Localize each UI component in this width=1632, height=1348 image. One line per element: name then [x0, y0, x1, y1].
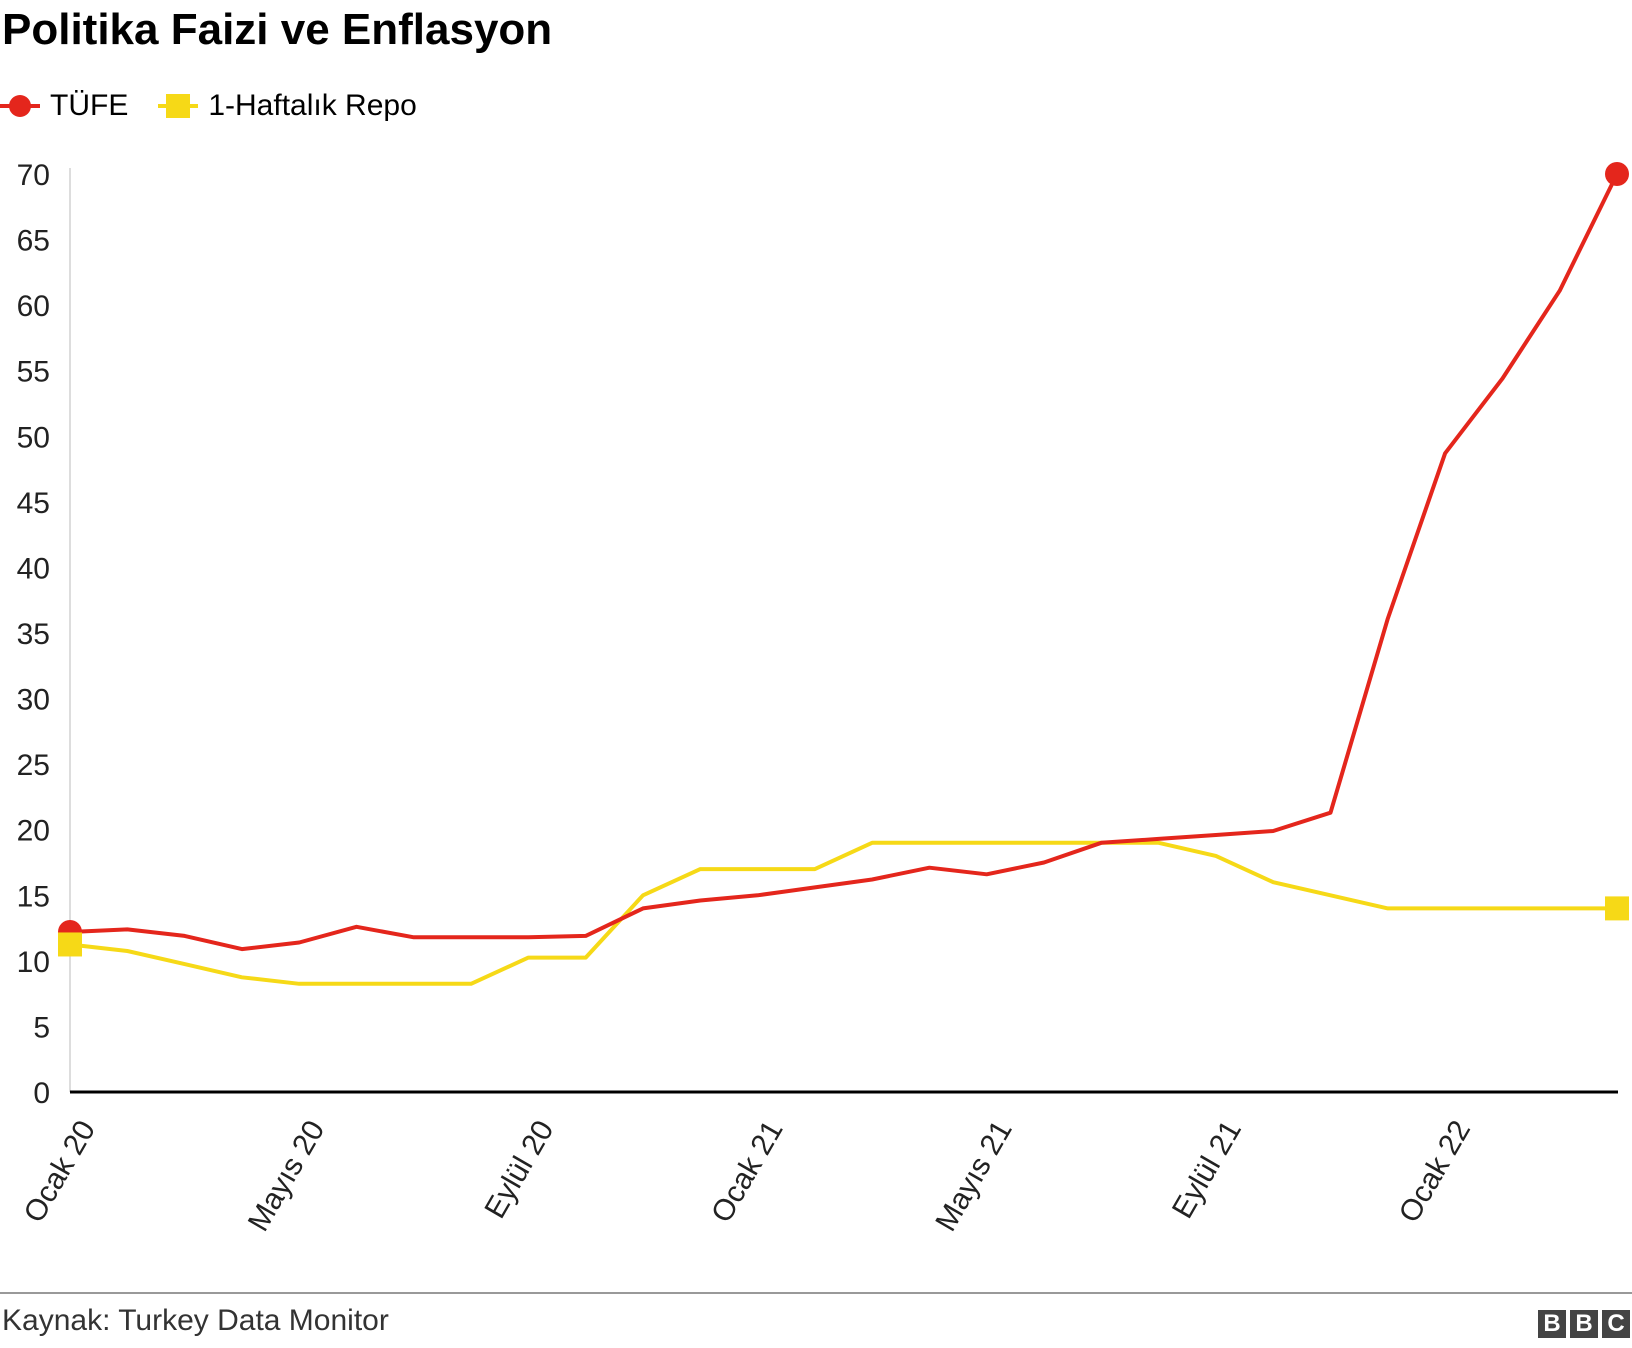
bbc-logo-letter: B: [1570, 1310, 1598, 1338]
data-point-tufe: [1605, 162, 1629, 186]
data-point-repo: [58, 932, 82, 957]
y-tick-label: 5: [33, 1011, 50, 1044]
legend-item-tufe: TÜFE: [0, 89, 128, 123]
legend: TÜFE 1-Haftalık Repo: [0, 86, 447, 126]
x-tick-label: Eylül 21: [1166, 1115, 1248, 1224]
bbc-logo-letter: C: [1602, 1310, 1630, 1338]
series-line-tufe: [68, 172, 1619, 952]
x-tick-label: Eylül 20: [478, 1115, 560, 1224]
legend-marker-circle-icon: [0, 95, 40, 117]
y-tick-label: 20: [17, 815, 50, 848]
y-tick-label: 50: [17, 421, 50, 454]
y-tick-label: 0: [33, 1077, 50, 1110]
y-tick-label: 65: [17, 225, 50, 258]
y-tick-label: 10: [17, 946, 50, 979]
legend-label-tufe: TÜFE: [50, 89, 129, 122]
source-note: Kaynak: Turkey Data Monitor: [2, 1304, 389, 1337]
y-tick-label: 25: [17, 749, 50, 782]
x-tick-label: Ocak 22: [1393, 1115, 1477, 1228]
y-tick-label: 30: [17, 684, 50, 717]
y-tick-label: 15: [17, 880, 50, 913]
data-point-repo: [1605, 896, 1629, 921]
legend-marker-square-icon: [158, 94, 199, 118]
y-tick-label: 55: [17, 356, 50, 389]
y-tick-label: 35: [17, 618, 50, 651]
x-tick-label: Mayıs 20: [242, 1115, 331, 1237]
y-tick-label: 70: [17, 159, 50, 192]
bbc-logo: B B C: [1538, 1310, 1630, 1338]
series-line-repo: [68, 840, 1619, 986]
y-tick-label: 45: [17, 487, 50, 520]
footer-divider: [0, 1292, 1632, 1294]
x-tick-label: Ocak 20: [18, 1115, 102, 1228]
legend-label-repo: 1-Haftalık Repo: [208, 89, 417, 122]
bbc-logo-letter: B: [1538, 1310, 1566, 1338]
y-tick-label: 60: [17, 290, 50, 323]
x-tick-label: Mayıs 21: [929, 1115, 1018, 1237]
x-tick-label: Ocak 21: [705, 1115, 789, 1228]
y-tick-label: 40: [17, 552, 50, 585]
line-chart: 0 5 10 15 20 25 30 35 40 45 50 55 60 65 70 Ocak 20 Mayıs…: [17, 159, 1629, 1237]
chart-title: Politika Faizi ve Enflasyon: [2, 5, 553, 54]
legend-item-repo: 1-Haftalık Repo: [158, 89, 417, 123]
